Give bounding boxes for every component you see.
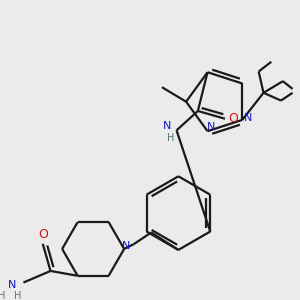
Text: N: N	[122, 241, 130, 251]
Text: H: H	[0, 291, 6, 300]
Text: O: O	[228, 112, 238, 125]
Text: H: H	[14, 291, 21, 300]
Text: H: H	[167, 133, 174, 143]
Text: N: N	[244, 113, 252, 123]
Text: O: O	[38, 228, 48, 241]
Text: N: N	[8, 280, 16, 290]
Text: N: N	[163, 122, 171, 131]
Text: N: N	[207, 122, 216, 132]
